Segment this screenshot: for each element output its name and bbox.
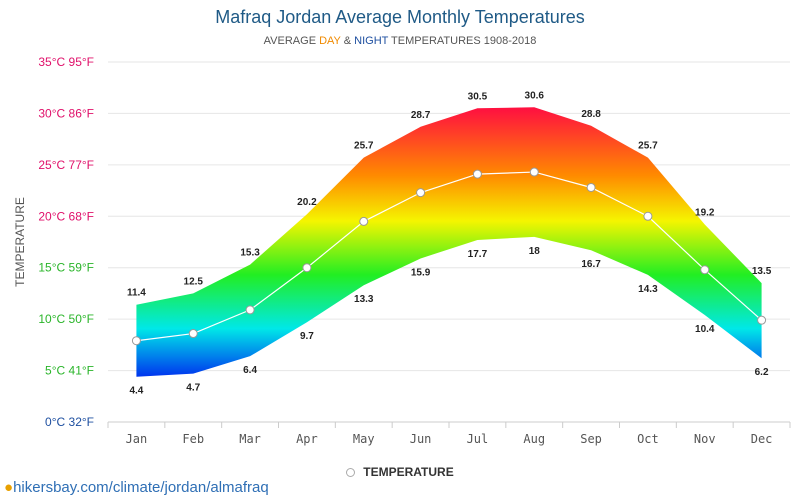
x-tick-label: Oct (637, 432, 659, 446)
x-tick-label: Dec (751, 432, 773, 446)
legend[interactable]: TEMPERATURE (0, 465, 800, 479)
average-point[interactable] (529, 167, 539, 177)
x-tick-label: Mar (239, 432, 261, 446)
y-tick-label: 5°C 41°F (45, 364, 94, 378)
average-point[interactable] (757, 315, 767, 325)
day-value-label: 30.5 (468, 91, 488, 102)
average-point[interactable] (359, 216, 369, 226)
subtitle-amp: & (340, 35, 355, 47)
night-value-label: 9.7 (300, 331, 314, 342)
y-tick-label: 10°C 50°F (38, 312, 94, 326)
temperature-band (136, 107, 762, 377)
night-value-label: 15.9 (411, 267, 431, 278)
night-value-label: 4.4 (129, 386, 143, 397)
x-axis: Jan Feb Mar Apr May Jun Jul Aug Sep Oct Nov Dec (107, 422, 791, 446)
night-value-label: 6.4 (243, 365, 257, 376)
x-tick-label: Jan (126, 432, 148, 446)
day-value-label: 25.7 (354, 141, 374, 152)
y-tick-label: 25°C 77°F (38, 158, 94, 172)
night-value-label: 18 (529, 246, 541, 257)
average-point[interactable] (302, 263, 312, 273)
subtitle-post: TEMPERATURES 1908-2018 (388, 35, 537, 47)
location-pin-icon: ● (4, 479, 14, 496)
y-axis-title: TEMPERATURE (13, 197, 27, 287)
average-line (131, 167, 767, 346)
night-value-label: 4.7 (186, 383, 200, 394)
source-text: hikersbay.com/climate/jordan/almafraq (13, 479, 269, 496)
day-value-label: 30.6 (525, 90, 545, 101)
day-night-band (136, 107, 762, 377)
average-point[interactable] (700, 265, 710, 275)
subtitle-night: NIGHT (354, 35, 389, 47)
day-value-label: 20.2 (297, 197, 317, 208)
average-point[interactable] (416, 188, 426, 198)
x-tick-label: Aug (523, 432, 545, 446)
x-tick-label: May (353, 432, 375, 446)
day-value-label: 28.8 (581, 109, 601, 120)
x-tick-label: Sep (580, 432, 602, 446)
y-axis: 0°C 32°F 5°C 41°F 10°C 50°F 15°C 59°F 20°C 6… (38, 55, 94, 429)
day-value-label: 28.7 (411, 110, 431, 121)
day-value-label: 11.4 (127, 288, 146, 299)
night-value-label: 17.7 (468, 249, 488, 260)
day-value-label: 12.5 (184, 276, 204, 287)
source-link[interactable]: ●hikersbay.com/climate/jordan/almafraq (4, 479, 269, 496)
night-value-label: 6.2 (755, 367, 769, 378)
x-tick-label: Feb (182, 432, 204, 446)
x-tick-label: Jun (410, 432, 432, 446)
average-point[interactable] (586, 182, 596, 192)
night-value-label: 14.3 (638, 284, 658, 295)
x-tick-label: Nov (694, 432, 716, 446)
average-point[interactable] (245, 305, 255, 315)
y-tick-label: 35°C 95°F (38, 55, 94, 69)
day-value-label: 15.3 (240, 248, 260, 259)
day-value-label: 13.5 (752, 266, 772, 277)
chart-subtitle: AVERAGE DAY & NIGHT TEMPERATURES 1908-20… (0, 35, 800, 47)
y-tick-label: 20°C 68°F (38, 209, 94, 223)
average-point[interactable] (131, 336, 141, 346)
average-point[interactable] (472, 169, 482, 179)
x-tick-label: Jul (467, 432, 489, 446)
night-value-label: 10.4 (695, 324, 715, 335)
y-tick-label: 15°C 59°F (38, 261, 94, 275)
average-point[interactable] (643, 211, 653, 221)
legend-marker-icon (346, 468, 356, 478)
night-value-label: 16.7 (581, 259, 601, 270)
day-value-label: 25.7 (638, 141, 658, 152)
average-point[interactable] (188, 329, 198, 339)
day-value-label: 19.2 (695, 208, 715, 219)
night-value-label: 13.3 (354, 294, 374, 305)
x-tick-label: Apr (296, 432, 318, 446)
average-line-path (136, 171, 762, 342)
y-tick-label: 30°C 86°F (38, 106, 94, 120)
subtitle-pre: AVERAGE (263, 35, 320, 47)
chart-title: Mafraq Jordan Average Monthly Temperatur… (215, 7, 585, 27)
y-tick-label: 0°C 32°F (45, 415, 94, 429)
legend-label: TEMPERATURE (363, 465, 454, 479)
subtitle-day: DAY (319, 35, 341, 47)
data-labels: 11.4 12.5 15.3 20.2 25.7 28.7 30.5 30.6 28.8 25.7… (127, 90, 772, 396)
